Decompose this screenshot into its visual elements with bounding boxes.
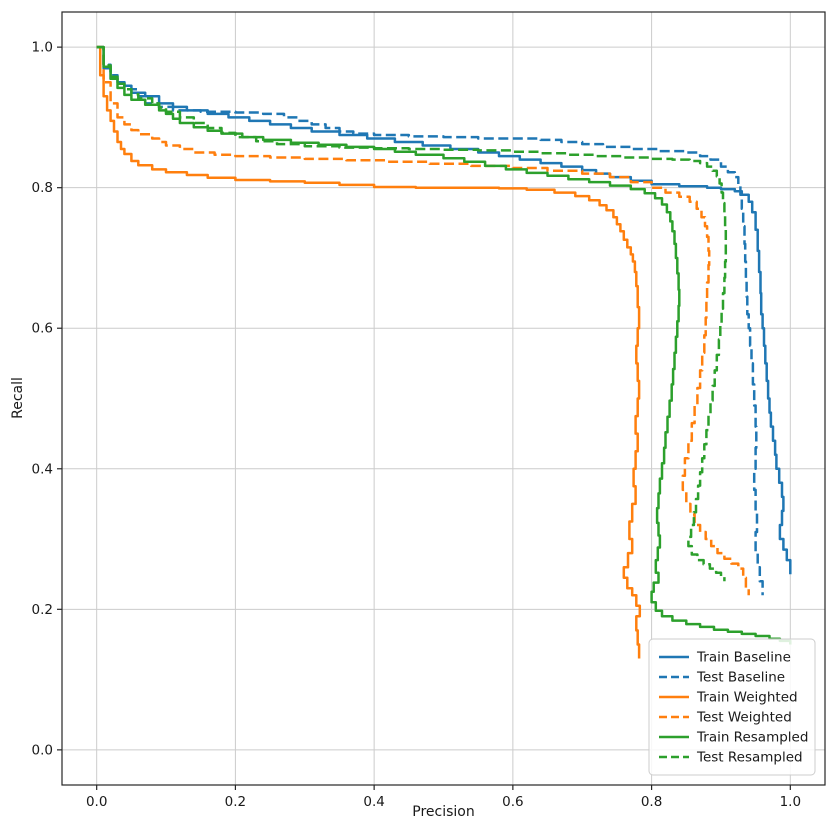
y-axis-label: Recall bbox=[10, 377, 26, 419]
x-tick-label-0.8: 0.8 bbox=[641, 794, 662, 810]
legend-label-train-weighted: Train Weighted bbox=[696, 690, 798, 706]
x-tick-label-0.2: 0.2 bbox=[225, 794, 246, 810]
legend-box bbox=[648, 638, 816, 776]
series-test-weighted bbox=[96, 45, 750, 596]
legend-label-train-baseline: Train Baseline bbox=[696, 650, 791, 666]
y-tick-label-0: 0.0 bbox=[32, 742, 53, 758]
x-tick-label-1: 1.0 bbox=[780, 794, 801, 810]
series-train-weighted bbox=[96, 45, 642, 659]
y-tick-label-0.4: 0.4 bbox=[32, 461, 53, 477]
y-tick-label-0.2: 0.2 bbox=[32, 602, 53, 618]
x-tick-label-0.4: 0.4 bbox=[363, 794, 384, 810]
axes-spines bbox=[61, 11, 826, 786]
y-tick-label-0.6: 0.6 bbox=[32, 321, 53, 337]
x-axis-label: Precision bbox=[412, 804, 475, 820]
series-train-baseline bbox=[96, 45, 792, 575]
series-test-baseline bbox=[96, 45, 764, 596]
series-test-resampled bbox=[96, 45, 728, 582]
x-tick-label-0: 0.0 bbox=[86, 794, 107, 810]
x-tick-label-0.6: 0.6 bbox=[502, 794, 523, 810]
y-tick-label-1: 1.0 bbox=[32, 40, 53, 56]
y-tick-label-0.8: 0.8 bbox=[32, 180, 53, 196]
legend-label-train-resampled: Train Resampled bbox=[696, 730, 808, 746]
legend-label-test-resampled: Test Resampled bbox=[696, 750, 803, 766]
legend-label-test-baseline: Test Baseline bbox=[696, 670, 785, 686]
legend-label-test-weighted: Test Weighted bbox=[696, 710, 792, 726]
